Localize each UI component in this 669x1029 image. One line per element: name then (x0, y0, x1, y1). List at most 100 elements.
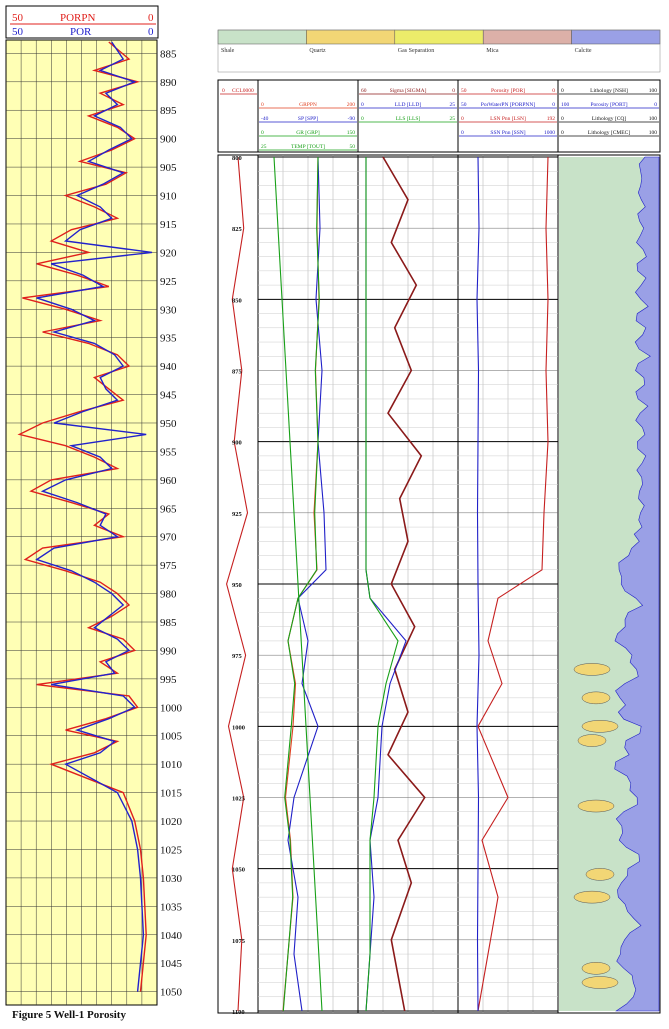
depth-tick-label: 1030 (160, 873, 183, 885)
header-curve-name: Lithology [NSH] (590, 88, 628, 94)
header-scale-right: 192 (547, 116, 556, 122)
depth-tick-label: 1025 (232, 796, 246, 803)
header-curve-name: SP [SPP] (298, 116, 318, 122)
header-scale-left: 100 (561, 102, 570, 108)
track-headers: 0 CCL0000 0 GRPPN 200 -40 SP [SPP] -90 0 GR [GRP]… (217, 79, 661, 153)
calcite-fill (614, 156, 660, 1012)
depth-tick-label: 910 (160, 191, 177, 203)
series-sigma-sigma-line (382, 156, 426, 1012)
legend-label: Gas Separation (398, 48, 435, 54)
depth-tick-label: 1005 (160, 731, 183, 743)
series-porosity-por-line (477, 156, 549, 1012)
series-por-line (35, 41, 153, 992)
header-curve-name: SSN Pnn [SSN] (490, 130, 525, 136)
header-scale-right: 0 (552, 102, 555, 108)
header-scale-right: 100 (649, 130, 658, 136)
lithology-track (559, 156, 660, 1012)
depth-tick-label: 955 (160, 446, 177, 458)
porosity-header (5, 5, 159, 39)
header-scale-left: -40 (261, 116, 269, 122)
header-scale-right: 0 (654, 102, 657, 108)
depth-tick-label: 1010 (160, 759, 183, 771)
header-curve-name: Lithology [CMEC] (588, 130, 630, 136)
depth-tick-label: 1015 (160, 788, 183, 800)
depth-tick-label: 1000 (160, 702, 183, 714)
header-scale-left: 0 (561, 88, 564, 94)
depth-tick-label: 895 (160, 105, 177, 117)
series-ccl0000-line (226, 156, 249, 1012)
depth-tick-label: 1000 (232, 724, 245, 731)
depth-axis-left: 885 890 895 900 905 910 915 920 925 930 935 940 945 9… (160, 48, 183, 998)
quartz-fill (581, 962, 611, 975)
legend-label: Mica (486, 48, 499, 54)
quartz-fill (573, 663, 611, 676)
header-scale-right: 0 (452, 88, 455, 94)
depth-tick-label: 935 (160, 333, 177, 345)
header-scale-left: 0 (561, 116, 564, 122)
legend-label: Calcite (575, 48, 592, 54)
porpn-name: PORPN (60, 12, 96, 24)
header-scale-left: 0 (261, 130, 264, 136)
legend-swatch-mica (482, 29, 572, 45)
header-scale-left: 60 (361, 88, 367, 94)
header-frame (217, 79, 661, 153)
depth-tick-label: 885 (160, 48, 177, 60)
quartz-fill (577, 734, 607, 747)
depth-tick-label: 1050 (160, 987, 183, 999)
series-porpn-line (17, 41, 147, 992)
depth-tick-label: 915 (160, 219, 177, 231)
porosity-curves (17, 41, 153, 992)
depth-tick-label: 930 (160, 304, 177, 316)
header-curve-name: TEMP [TOUT] (291, 144, 325, 150)
header-curve-name: Lithology [CQ] (592, 116, 627, 122)
depth-tick-label: 950 (232, 582, 242, 589)
depth-tick-label: 950 (160, 418, 177, 430)
quartz-fill (577, 799, 615, 813)
header-scale-left: 50 (461, 88, 467, 94)
depth-tick-label: 925 (160, 276, 177, 288)
header-scale-right: 100 (649, 88, 658, 94)
header-scale-left: 0 (361, 102, 364, 108)
header-scale-left: 0 (261, 102, 264, 108)
figure-caption: Figure 5 Well-1 Porosity (12, 1009, 126, 1021)
depth-tick-label: 1050 (232, 867, 245, 874)
header-scale-left: 50 (461, 102, 467, 108)
legend-swatch-gas-separation (394, 29, 484, 45)
header-scale-right: -90 (348, 116, 356, 122)
depth-tick-label: 1035 (160, 901, 183, 913)
series-sp-spp-line (287, 156, 327, 1012)
series-lls-lls-line (365, 157, 399, 1012)
depth-tick-label: 940 (160, 361, 177, 373)
series-gr-grp-line (282, 156, 320, 1012)
depth-tick-label: 900 (160, 134, 177, 146)
depth-tick-label: 920 (160, 247, 177, 259)
depth-tick-label: 900 (232, 440, 242, 447)
por-right-scale: 0 (148, 26, 154, 38)
depth-tick-label: 960 (160, 475, 177, 487)
por-left-scale: 50 (12, 26, 24, 38)
legend-label: Shale (221, 48, 235, 54)
legend-frame (217, 29, 661, 73)
header-scale-right: 50 (350, 144, 356, 150)
header-scale-left: 0 (222, 88, 225, 94)
header-scale-left: 0 (461, 116, 464, 122)
quartz-fill (581, 691, 611, 705)
depth-tick-label: 850 (232, 297, 242, 304)
depth-tick-label: 970 (160, 532, 177, 544)
header-scale-left: 25 (261, 144, 267, 150)
legend-swatch-calcite (571, 29, 661, 45)
quartz-fill (581, 976, 619, 989)
depth-tick-label: 975 (160, 560, 177, 572)
depth-tick-label: 800 (232, 155, 242, 162)
header-curve-name: LLS [LLS] (396, 116, 421, 122)
series-ssn-pnn-ssn-line (476, 156, 480, 1012)
header-curve-name: PorWaterPN [PORPNN] (481, 102, 536, 108)
porosity-grid (6, 40, 157, 1005)
depth-tick-label: 1075 (232, 938, 246, 945)
depth-tick-label: 905 (160, 162, 177, 174)
header-scale-right: 1000 (544, 130, 555, 136)
header-scale-right: 25 (450, 102, 456, 108)
quartz-fill (585, 868, 615, 881)
header-scale-right: 200 (347, 102, 356, 108)
